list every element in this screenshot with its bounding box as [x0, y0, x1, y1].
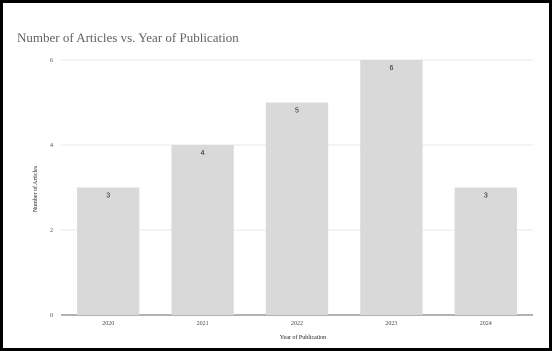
y-tick-label: 6	[50, 58, 53, 64]
bar-2022	[265, 102, 329, 315]
x-axis-title: Year of Publication	[280, 334, 326, 341]
bar-chart: Number of Articles vs. Year of Publicati…	[17, 30, 533, 341]
tick-labels: 0 2 4 6 2020 2021 2022 2023 2024	[50, 58, 492, 327]
data-labels: 3 4 5 6 3	[106, 65, 488, 200]
bar-2024	[454, 187, 517, 315]
bar-2023	[360, 60, 423, 315]
data-label-2020: 3	[106, 193, 110, 200]
x-tick-label: 2021	[197, 321, 209, 327]
chart-title: Number of Articles vs. Year of Publicati…	[17, 30, 239, 45]
y-tick-label: 4	[50, 143, 53, 149]
y-axis-title: Number of Articles	[32, 165, 39, 212]
x-tick-label: 2024	[480, 321, 492, 327]
data-label-2024: 3	[484, 193, 488, 200]
y-tick-label: 2	[50, 228, 53, 234]
bar-2020	[77, 187, 140, 315]
bars	[77, 60, 517, 315]
x-tick-label: 2023	[385, 321, 397, 327]
data-label-2022: 5	[295, 108, 299, 115]
bar-2021	[171, 145, 234, 315]
x-tick-label: 2020	[102, 321, 114, 327]
data-label-2021: 4	[201, 150, 205, 157]
x-tick-label: 2022	[291, 321, 303, 327]
data-label-2023: 6	[389, 65, 393, 72]
y-tick-label: 0	[50, 313, 53, 319]
